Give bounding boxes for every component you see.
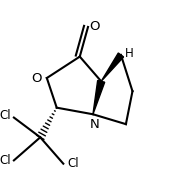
Polygon shape [93,81,105,114]
Text: H: H [125,47,134,60]
Text: O: O [89,20,100,33]
Text: O: O [32,71,42,84]
Text: Cl: Cl [0,109,11,122]
Text: N: N [90,118,99,131]
Text: Cl: Cl [0,154,11,167]
Text: Cl: Cl [67,157,79,170]
Polygon shape [101,53,124,81]
